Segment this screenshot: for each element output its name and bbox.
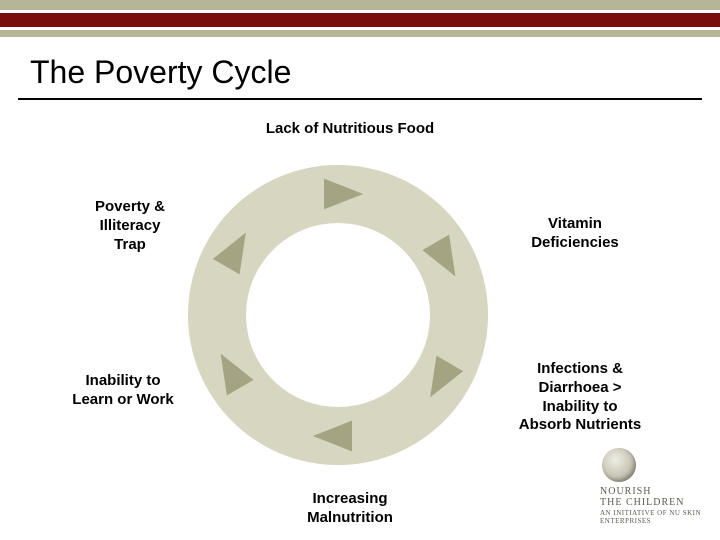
cycle-label: Infections &Diarrhoea >Inability toAbsor… [505,360,655,435]
logo-line1: NOURISH [600,486,651,497]
cycle-ring [178,155,498,475]
logo-globe-icon [602,448,636,482]
cycle-label: Inability toLearn or Work [58,372,188,410]
logo-line2: THE CHILDREN [600,497,685,508]
logo-subline: AN INITIATIVE OF NU SKIN ENTERPRISES [600,509,720,525]
page-title: The Poverty Cycle [30,54,291,91]
cycle-label: IncreasingMalnutrition [275,490,425,528]
header-band [0,13,720,27]
logo-text: NOURISH THE CHILDREN AN INITIATIVE OF NU… [600,486,720,525]
cycle-label: VitaminDeficiencies [510,215,640,253]
cycle-label: Lack of Nutritious Food [250,120,450,139]
cycle-label: Poverty &IlliteracyTrap [75,198,185,254]
header-band [0,30,720,37]
cycle-ring-fill [188,165,488,465]
header-band [0,0,720,10]
title-underline [18,98,702,100]
